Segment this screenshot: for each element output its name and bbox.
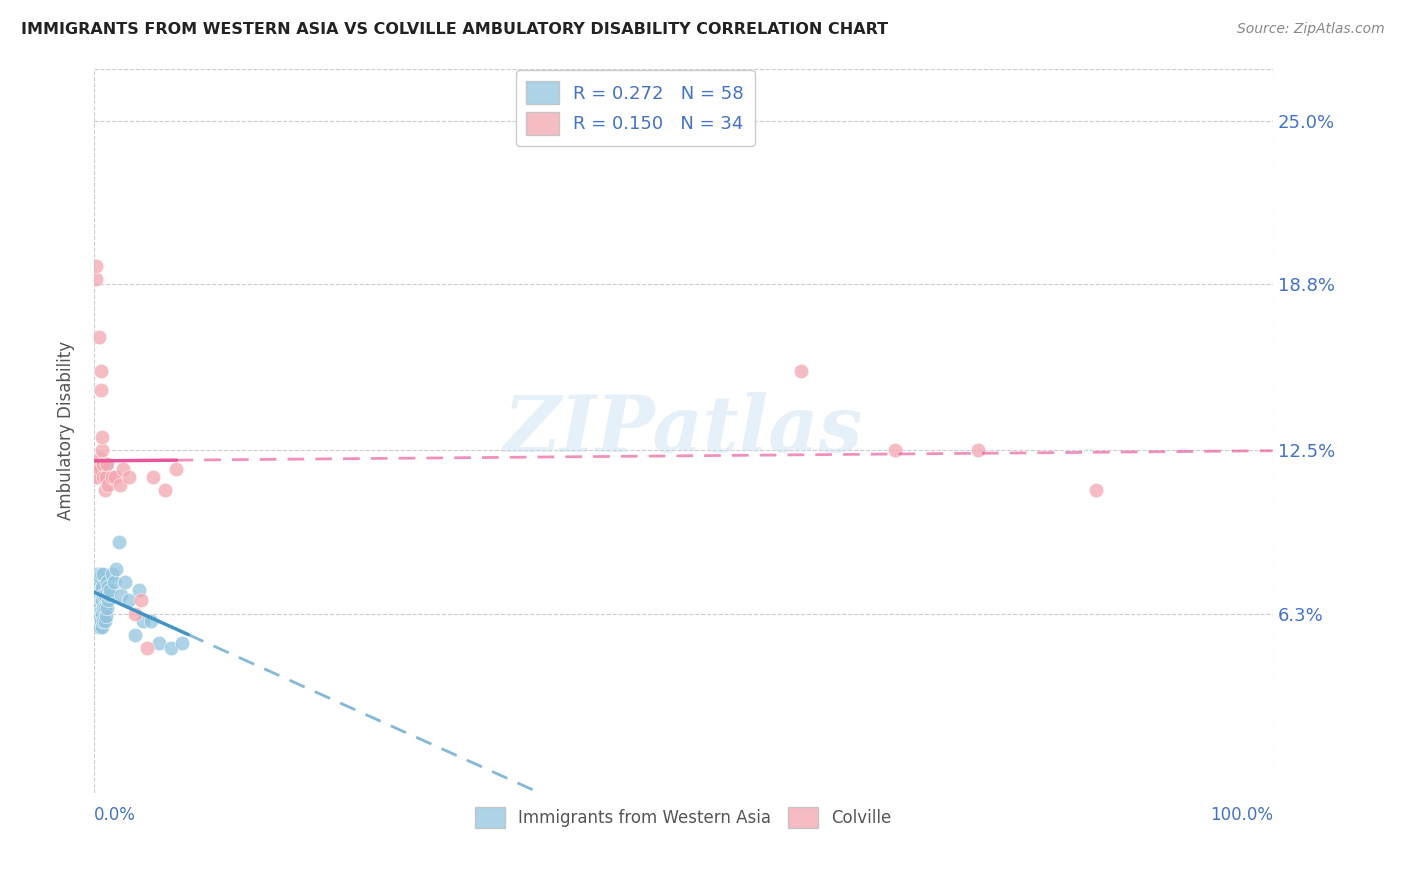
Point xyxy=(87,615,110,629)
Point xyxy=(91,620,114,634)
Point xyxy=(84,469,107,483)
Point xyxy=(165,462,187,476)
Point xyxy=(86,607,108,621)
Point xyxy=(118,593,141,607)
Point xyxy=(93,601,115,615)
Point xyxy=(96,574,118,589)
Point xyxy=(87,601,110,615)
Point xyxy=(93,457,115,471)
Point xyxy=(97,580,120,594)
Point xyxy=(159,640,181,655)
Point xyxy=(90,364,112,378)
Point xyxy=(107,535,129,549)
Point xyxy=(91,443,114,458)
Point xyxy=(96,601,118,615)
Point xyxy=(118,469,141,483)
Point xyxy=(93,588,115,602)
Point xyxy=(84,601,107,615)
Point xyxy=(90,593,112,607)
Point xyxy=(136,640,159,655)
Point xyxy=(90,582,112,597)
Legend: Immigrants from Western Asia, Colville: Immigrants from Western Asia, Colville xyxy=(468,800,898,835)
Point xyxy=(91,607,114,621)
Point xyxy=(87,588,110,602)
Point xyxy=(87,574,110,589)
Point xyxy=(84,615,107,629)
Point xyxy=(148,635,170,649)
Point xyxy=(132,615,155,629)
Point xyxy=(142,469,165,483)
Point xyxy=(84,457,107,471)
Point xyxy=(94,469,117,483)
Point xyxy=(100,469,122,483)
Point xyxy=(84,272,107,286)
Point xyxy=(93,469,115,483)
Point xyxy=(96,457,118,471)
Point xyxy=(89,596,111,610)
Point xyxy=(105,562,128,576)
Point xyxy=(97,593,120,607)
Text: ZIPatlas: ZIPatlas xyxy=(503,392,863,469)
Point xyxy=(129,593,152,607)
Point xyxy=(153,483,176,497)
Point xyxy=(86,457,108,471)
Point xyxy=(172,635,194,649)
Text: Source: ZipAtlas.com: Source: ZipAtlas.com xyxy=(1237,22,1385,37)
Point xyxy=(100,582,122,597)
Point xyxy=(104,469,127,483)
Point xyxy=(89,462,111,476)
Point xyxy=(124,607,146,621)
Point xyxy=(94,457,117,471)
Point xyxy=(790,364,813,378)
Point xyxy=(86,580,108,594)
Point xyxy=(124,628,146,642)
Point xyxy=(89,609,111,624)
Point xyxy=(84,259,107,273)
Point xyxy=(86,620,108,634)
Point xyxy=(89,620,111,634)
Point xyxy=(94,609,117,624)
Point xyxy=(90,604,112,618)
Point xyxy=(91,593,114,607)
Text: 100.0%: 100.0% xyxy=(1209,805,1272,823)
Point xyxy=(884,443,907,458)
Point xyxy=(93,567,115,582)
Point xyxy=(89,570,111,584)
Point xyxy=(139,615,162,629)
Point xyxy=(84,582,107,597)
Point xyxy=(89,582,111,597)
Point xyxy=(87,330,110,344)
Point xyxy=(1084,483,1107,497)
Point xyxy=(84,588,107,602)
Y-axis label: Ambulatory Disability: Ambulatory Disability xyxy=(58,341,75,520)
Point xyxy=(97,477,120,491)
Point xyxy=(89,451,111,466)
Point xyxy=(103,574,125,589)
Point xyxy=(93,601,115,615)
Text: IMMIGRANTS FROM WESTERN ASIA VS COLVILLE AMBULATORY DISABILITY CORRELATION CHART: IMMIGRANTS FROM WESTERN ASIA VS COLVILLE… xyxy=(21,22,889,37)
Point xyxy=(90,567,112,582)
Point xyxy=(93,483,115,497)
Point xyxy=(112,462,135,476)
Point xyxy=(86,593,108,607)
Point xyxy=(100,567,122,582)
Point xyxy=(84,574,107,589)
Point xyxy=(90,383,112,397)
Point xyxy=(98,588,121,602)
Point xyxy=(91,430,114,444)
Point xyxy=(86,469,108,483)
Point xyxy=(114,574,136,589)
Text: 0.0%: 0.0% xyxy=(94,805,136,823)
Point xyxy=(110,588,132,602)
Point xyxy=(91,580,114,594)
Point xyxy=(90,615,112,629)
Point xyxy=(84,593,107,607)
Point xyxy=(128,582,150,597)
Point xyxy=(86,567,108,582)
Point xyxy=(93,615,115,629)
Point xyxy=(108,477,131,491)
Point xyxy=(93,588,115,602)
Point xyxy=(967,443,990,458)
Point xyxy=(93,615,115,629)
